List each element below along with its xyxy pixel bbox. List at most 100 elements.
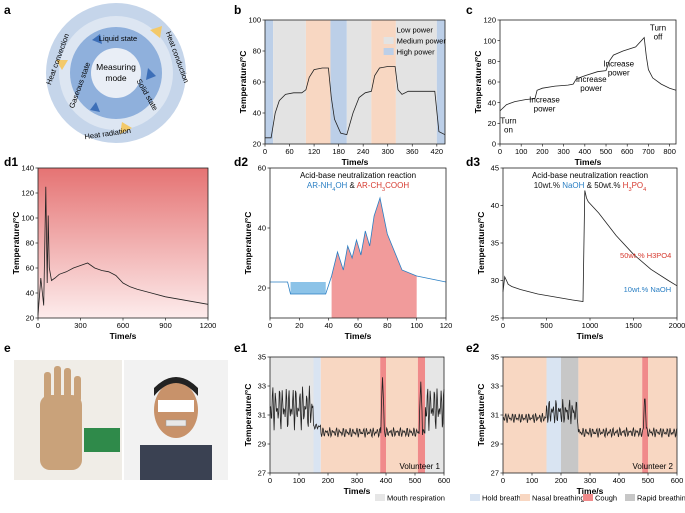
legend-swatch [383,26,394,33]
x-tick-label: 60 [285,147,293,156]
x-tick-label: 400 [579,147,592,156]
finger [64,368,71,400]
x-axis-label: Time/s [345,331,372,341]
x-tick-label: 300 [557,147,570,156]
x-tick-label: 200 [536,147,549,156]
x-tick-label: 800 [663,147,676,156]
x-tick-label: 600 [671,476,684,485]
y-tick-label: 100 [483,36,496,45]
volunteer-label: Volunteer 2 [633,462,674,471]
hair [154,377,198,396]
robot-hand-photo [14,360,122,480]
legend-label: Cough [595,494,617,503]
x-tick-label: 180 [332,147,345,156]
plot-band [642,357,648,473]
finger [44,372,51,402]
x-tick-label: 300 [74,321,87,330]
annotation: Turn on [500,116,516,134]
x-tick-label: 0 [498,147,502,156]
annotation: Turn off [650,23,666,41]
chart-title: Acid-base neutralization reaction [532,171,648,180]
measuring-mode-diagram: Measuring mode Liquid state Solid state … [44,3,191,143]
legend-swatch [520,494,530,501]
y-tick-label: 33 [491,382,499,391]
plot-band [386,357,418,473]
y-tick-label: 40 [253,109,261,118]
legend-swatch [625,494,635,501]
blue-arrow-icon [92,34,102,44]
legend-label: Low power [397,26,434,35]
legend-swatch [470,494,480,501]
series-line [499,36,677,112]
y-axis-label: Temperature/°C [243,384,253,447]
plot-gradient [38,168,208,318]
y-tick-label: 35 [258,353,266,362]
cooling-area [290,282,326,294]
legend-swatch [383,48,394,55]
x-tick-label: 100 [526,476,539,485]
yellow-arrow-icon [150,26,162,38]
shirt [140,445,212,480]
plot-band [313,357,321,473]
plot-band [273,20,306,144]
y-axis-label: Temperature/°C [11,212,21,275]
y-tick-label: 45 [491,164,499,173]
y-tick-label: 120 [21,189,34,198]
x-tick-label: 1500 [625,321,642,330]
y-tick-label: 40 [258,224,266,233]
x-tick-label: 700 [642,147,655,156]
x-tick-label: 120 [308,147,321,156]
chart-e1: 0 100 200 300 400 500 600 27 29 31 33 35 Time/s Tempe… [243,353,450,496]
chart-d2: 0 20 40 60 80 100 120204060Time/sTemperature/°… [243,164,452,341]
y-tick-label: 0 [492,140,496,149]
panel-label-b: b [234,3,241,17]
x-tick-label: 40 [324,321,332,330]
y-tick-label: 25 [491,314,499,323]
x-tick-label: 900 [159,321,172,330]
x-tick-label: 300 [584,476,597,485]
chart-d1: 0 300 600 900 1200 20 40 60 80 100 120 140 Time/s Tem… [11,164,216,341]
x-tick-label: 400 [380,476,393,485]
legend-label: Mouth respiration [387,494,445,503]
plot-band [395,20,437,144]
x-tick-label: 200 [555,476,568,485]
y-tick-label: 40 [488,98,496,107]
legend-label: Medium power [397,37,447,46]
x-tick-label: 0 [501,321,505,330]
circuit-board [84,428,120,452]
plot-band [648,357,677,473]
x-tick-label: 0 [36,321,40,330]
x-tick-label: 360 [406,147,419,156]
x-tick-label: 600 [438,476,451,485]
eye-mask [158,400,194,412]
diagram-center-line1: Measuring [96,62,136,72]
y-tick-label: 60 [26,264,34,273]
x-tick-label: 500 [540,321,553,330]
x-tick-label: 240 [357,147,370,156]
x-tick-label: 120 [440,321,453,330]
plot-band [265,20,274,144]
y-tick-label: 33 [258,382,266,391]
panel-label-e1: e1 [234,341,248,355]
annotation: Increase power [529,96,560,114]
panel-label-d3: d3 [466,155,480,169]
chart-title: Acid-base neutralization reaction [300,171,416,180]
x-axis-label: Time/s [575,157,602,167]
plot-band [346,20,372,144]
x-axis-label: Time/s [342,157,369,167]
x-tick-label: 420 [431,147,444,156]
y-axis-label: Temperature/°C [238,51,248,114]
y-axis-label: Temperature/°C [476,384,486,447]
plot-band [425,357,444,473]
x-axis-label: Time/s [110,331,137,341]
x-tick-label: 300 [381,147,394,156]
x-tick-label: 80 [383,321,391,330]
series-line [502,398,678,439]
x-tick-label: 1000 [582,321,599,330]
x-tick-label: 500 [409,476,422,485]
y-tick-label: 27 [491,469,499,478]
y-tick-label: 140 [21,164,34,173]
yellow-arrow-icon [120,122,132,134]
y-tick-label: 80 [253,47,261,56]
chart-e2: 0 100 200 300 400 500 600 27 29 31 33 35 Time/s Tempe… [476,353,683,496]
